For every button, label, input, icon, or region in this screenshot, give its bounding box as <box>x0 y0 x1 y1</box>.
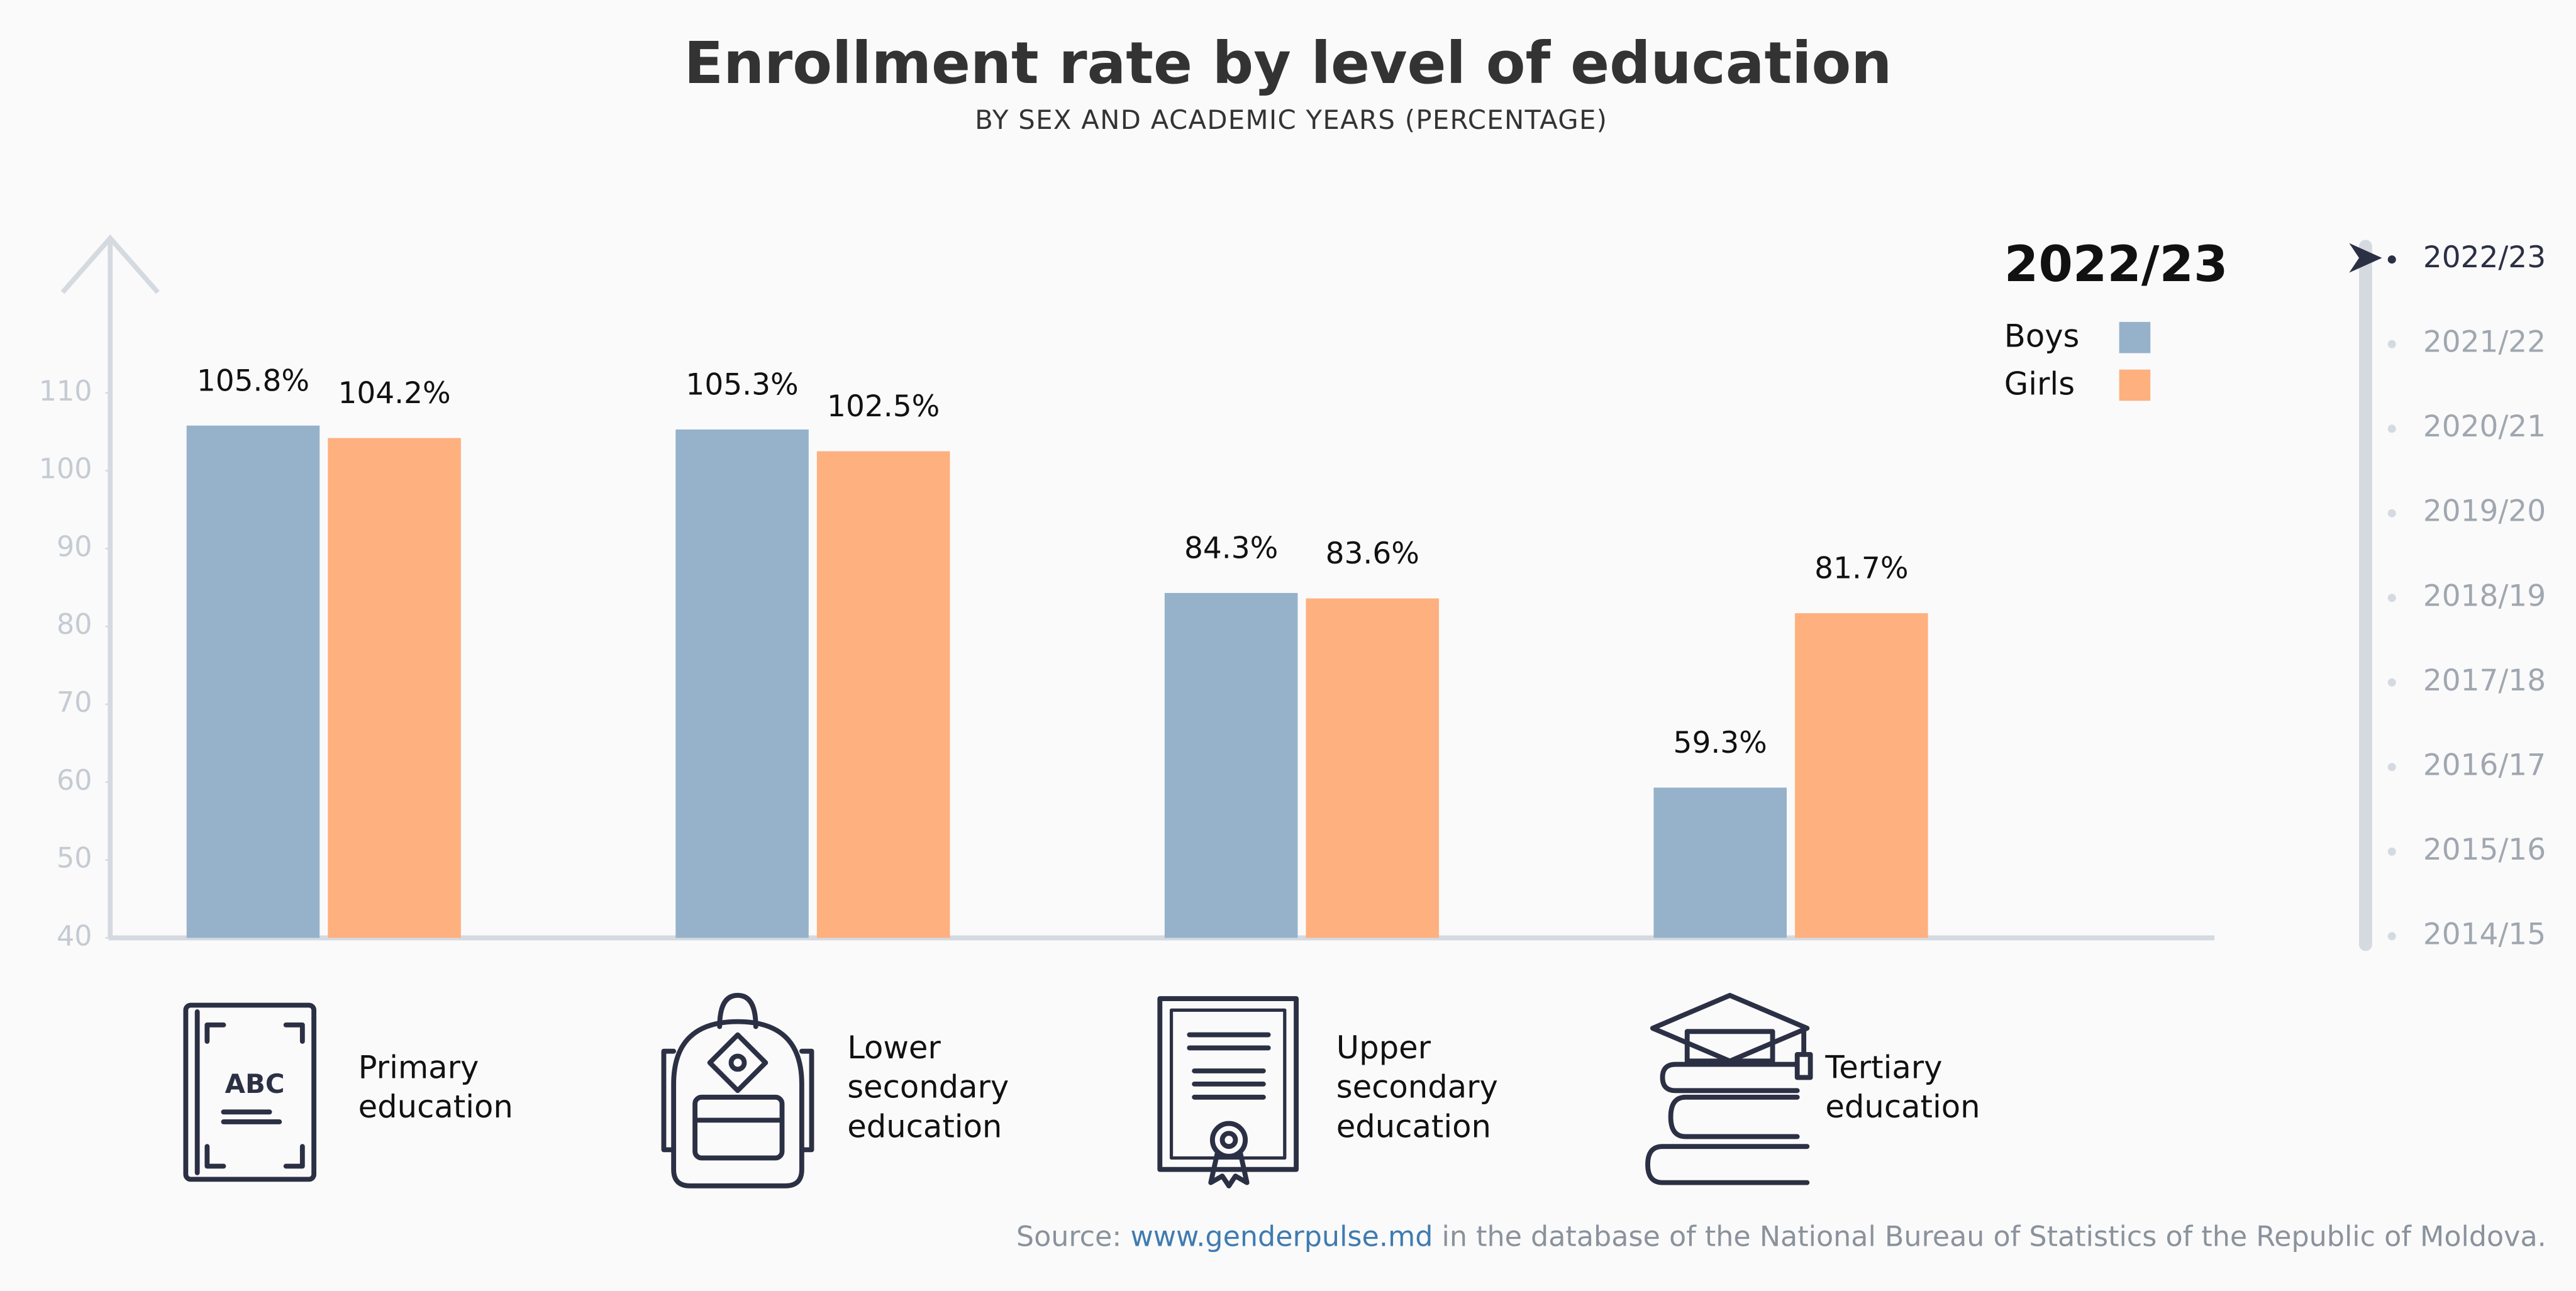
y-tick-label: 40 <box>57 920 92 952</box>
timeline-year[interactable]: 2017/18 <box>2423 663 2546 698</box>
y-tick-label: 50 <box>57 843 92 875</box>
timeline-dot <box>2387 255 2396 264</box>
timeline-pointer <box>2349 243 2382 273</box>
icon-text: ABC <box>225 1068 285 1099</box>
category-label-line: secondary <box>1336 1068 1498 1105</box>
bar <box>1795 613 1928 938</box>
books-icon <box>1645 992 1813 1185</box>
category-label: Upper secondary education <box>1336 1029 1498 1144</box>
legend-swatch <box>2119 369 2151 401</box>
value-label: 81.7% <box>1814 551 1908 586</box>
source-suffix: in the database of the National Bureau o… <box>1442 1221 2546 1253</box>
bar <box>1164 592 1298 938</box>
bar <box>186 425 320 938</box>
timeline-year[interactable]: 2015/16 <box>2423 833 2546 867</box>
value-label: 104.2% <box>338 376 450 411</box>
category-label-line: education <box>1825 1089 1980 1125</box>
y-tick-label: 60 <box>57 765 92 797</box>
timeline-dot <box>2387 847 2396 856</box>
legend-swatch <box>2119 321 2151 353</box>
timeline-dot <box>2387 340 2396 348</box>
y-tick-label: 80 <box>57 609 92 641</box>
timeline-dot <box>2387 509 2396 518</box>
legend-label: Boys <box>2004 318 2080 355</box>
category-label-line: secondary <box>847 1068 1009 1105</box>
category-label: Primary education <box>358 1049 513 1125</box>
category-label: Tertiary education <box>1824 1049 1980 1125</box>
value-label: 105.8% <box>197 363 309 398</box>
timeline-year[interactable]: 2018/19 <box>2423 579 2546 613</box>
category-label-line: Tertiary <box>1824 1049 1942 1085</box>
category-label-line: Primary <box>358 1049 479 1085</box>
timeline-year[interactable]: 2021/22 <box>2423 325 2546 360</box>
value-label: 102.5% <box>827 389 940 424</box>
timeline-dot <box>2387 678 2396 687</box>
y-tick-label: 90 <box>57 531 92 563</box>
timeline-dot <box>2387 763 2396 772</box>
category-label-line: education <box>847 1108 1002 1144</box>
diploma-icon <box>1157 996 1299 1188</box>
value-label: 84.3% <box>1184 531 1278 566</box>
book-icon <box>183 1002 317 1182</box>
y-tick-label: 100 <box>39 453 92 485</box>
timeline-year[interactable]: 2022/23 <box>2423 240 2546 275</box>
timeline-dot <box>2387 424 2396 433</box>
chart-title: Enrollment rate by level of education <box>684 30 1892 97</box>
value-label: 83.6% <box>1326 536 1419 571</box>
timeline-year[interactable]: 2014/15 <box>2423 917 2546 951</box>
timeline-year[interactable]: 2019/20 <box>2423 494 2546 529</box>
value-label: 105.3% <box>686 368 798 402</box>
bar <box>675 429 809 938</box>
category-label-line: education <box>358 1089 513 1125</box>
source-link[interactable]: www.genderpulse.md <box>1130 1221 1433 1253</box>
timeline-dot <box>2387 594 2396 602</box>
bar <box>816 451 950 938</box>
timeline-year[interactable]: 2020/21 <box>2423 409 2546 444</box>
legend-label: Girls <box>2004 365 2075 402</box>
value-label: 59.3% <box>1674 726 1767 760</box>
source: Source: www.genderpulse.md in the databa… <box>1016 1221 2546 1253</box>
y-tick-label: 110 <box>39 375 92 407</box>
category-label: Lower secondary education <box>847 1029 1009 1144</box>
bar <box>1306 598 1440 938</box>
bar <box>1653 787 1787 938</box>
source-prefix: Source: <box>1016 1221 1121 1253</box>
y-tick-label: 70 <box>57 687 92 719</box>
timeline-year[interactable]: 2016/17 <box>2423 748 2546 782</box>
category-label-line: education <box>1336 1108 1491 1144</box>
bar <box>328 438 461 938</box>
chart-subtitle: BY SEX AND ACADEMIC YEARS (PERCENTAGE) <box>975 104 1607 135</box>
category-label-line: Upper <box>1336 1029 1431 1066</box>
category-label-line: Lower <box>847 1029 941 1066</box>
timeline-dot <box>2387 932 2396 941</box>
legend-title: 2022/23 <box>2004 236 2228 293</box>
backpack-icon <box>661 992 814 1188</box>
